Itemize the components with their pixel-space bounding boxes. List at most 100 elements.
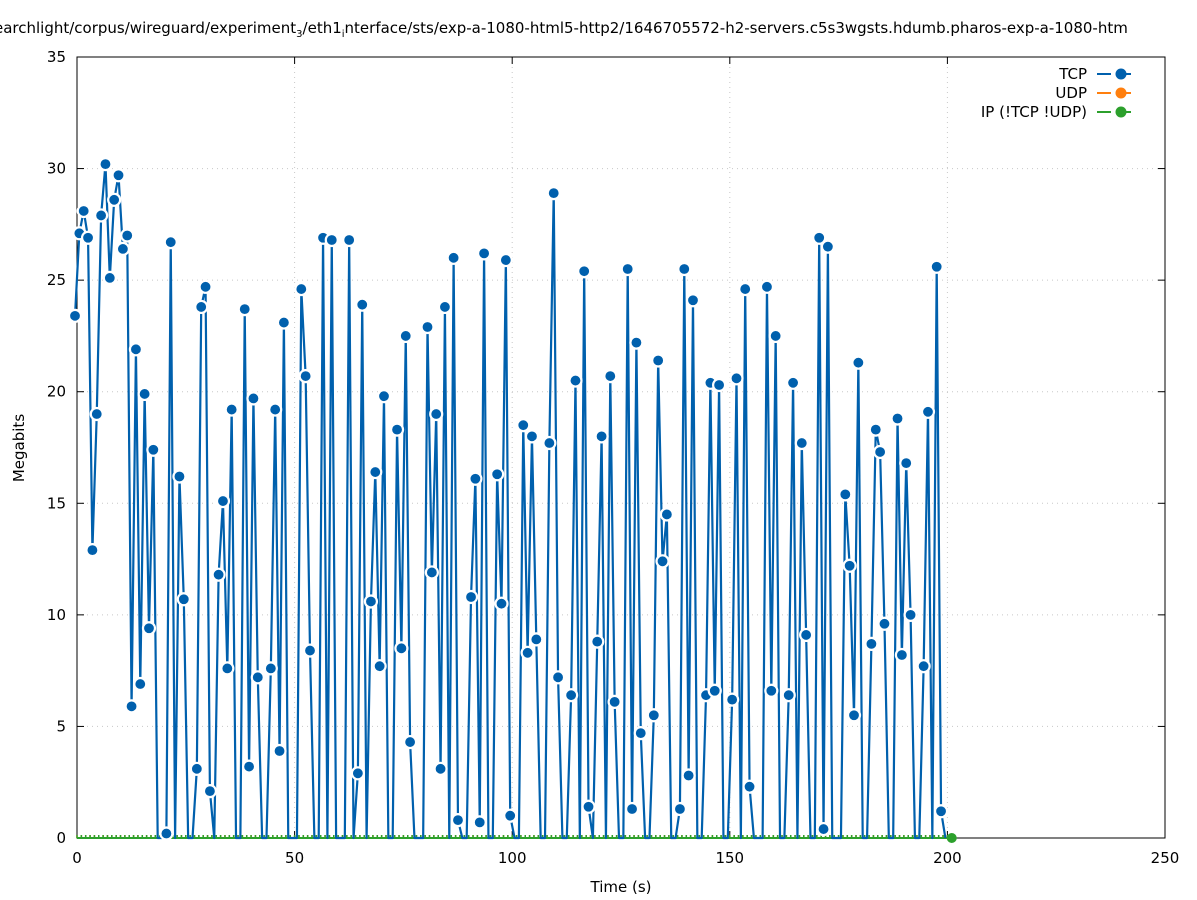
data-point-tcp bbox=[298, 368, 313, 384]
data-point-tcp bbox=[529, 632, 544, 647]
data-point-tcp bbox=[294, 281, 309, 297]
data-point-tcp bbox=[490, 467, 505, 482]
data-point-tcp bbox=[263, 661, 278, 676]
data-point-tcp bbox=[376, 389, 392, 404]
data-point-tcp bbox=[707, 683, 722, 698]
data-point-ip bbox=[946, 833, 957, 843]
title-text: earchlight/corpus/wireguard/experiment bbox=[0, 19, 297, 37]
data-point-tcp bbox=[633, 726, 648, 741]
data-point-tcp bbox=[102, 270, 117, 286]
data-point-tcp bbox=[838, 487, 853, 502]
data-point-tcp bbox=[672, 801, 688, 817]
data-point-tcp bbox=[764, 683, 779, 698]
data-point-tcp bbox=[128, 342, 144, 357]
data-point-tcp bbox=[816, 821, 831, 837]
data-point-tcp bbox=[98, 157, 113, 172]
data-point-tcp bbox=[799, 627, 814, 643]
data-point-tcp bbox=[916, 659, 931, 674]
y-tick-label: 30 bbox=[47, 160, 66, 178]
data-point-tcp bbox=[124, 699, 139, 714]
data-point-tcp bbox=[120, 228, 135, 243]
data-point-tcp bbox=[842, 558, 857, 573]
data-point-tcp bbox=[133, 676, 148, 692]
data-point-tcp bbox=[163, 235, 178, 250]
data-point-tcp bbox=[546, 186, 561, 201]
x-tick-label: 50 bbox=[285, 849, 304, 867]
data-point-tcp bbox=[759, 279, 775, 294]
data-point-tcp bbox=[659, 507, 674, 522]
data-point-tcp bbox=[394, 641, 409, 656]
data-point-tcp bbox=[711, 377, 727, 393]
data-point-tcp bbox=[868, 422, 883, 437]
data-point-tcp bbox=[933, 804, 949, 819]
data-point-tcp bbox=[594, 429, 609, 444]
data-point-tcp bbox=[463, 589, 479, 605]
data-point-tcp bbox=[903, 607, 918, 622]
legend-marker bbox=[1115, 87, 1127, 99]
data-point-tcp bbox=[894, 647, 909, 663]
data-point-tcp bbox=[237, 302, 252, 317]
data-point-tcp bbox=[94, 208, 109, 223]
data-point-tcp bbox=[246, 391, 261, 406]
data-point-tcp bbox=[794, 435, 809, 451]
data-point-tcp bbox=[742, 779, 757, 794]
data-point-tcp bbox=[189, 761, 204, 776]
data-point-tcp bbox=[620, 261, 635, 277]
data-point-tcp bbox=[646, 708, 661, 723]
data-point-tcp bbox=[115, 241, 130, 257]
data-point-tcp bbox=[564, 688, 579, 703]
data-point-tcp bbox=[568, 373, 583, 388]
plot-area bbox=[67, 157, 957, 843]
data-point-tcp bbox=[276, 315, 291, 330]
data-point-tcp bbox=[550, 670, 566, 685]
data-point-tcp bbox=[864, 636, 879, 651]
data-point-tcp bbox=[607, 694, 622, 709]
x-tick-label: 150 bbox=[715, 849, 744, 867]
data-point-tcp bbox=[851, 355, 866, 370]
data-point-tcp bbox=[202, 784, 218, 799]
data-point-tcp bbox=[524, 429, 540, 444]
data-point-tcp bbox=[581, 799, 596, 814]
data-point-tcp bbox=[785, 375, 801, 390]
data-point-tcp bbox=[224, 402, 239, 417]
data-point-tcp bbox=[363, 594, 379, 609]
grid bbox=[77, 57, 1165, 838]
data-point-tcp bbox=[302, 643, 318, 658]
data-point-tcp bbox=[651, 353, 666, 368]
data-point-tcp bbox=[220, 661, 235, 676]
data-point-tcp bbox=[85, 543, 100, 558]
title-subscript: i bbox=[341, 29, 345, 40]
x-axis-label: Time (s) bbox=[590, 878, 652, 896]
data-point-tcp bbox=[137, 386, 152, 402]
data-point-tcp bbox=[111, 168, 126, 183]
data-point-tcp bbox=[194, 299, 209, 315]
data-point-tcp bbox=[107, 192, 122, 207]
data-point-tcp bbox=[172, 469, 187, 484]
data-point-tcp bbox=[211, 567, 226, 582]
data-point-tcp bbox=[67, 308, 83, 323]
data-point-tcp bbox=[494, 596, 509, 611]
y-tick-label: 25 bbox=[47, 271, 66, 289]
data-point-tcp bbox=[781, 688, 796, 703]
data-point-tcp bbox=[655, 554, 670, 569]
y-tick-label: 20 bbox=[47, 383, 66, 401]
data-point-tcp bbox=[403, 734, 418, 750]
data-point-tcp bbox=[503, 808, 518, 823]
data-point-tcp bbox=[498, 252, 513, 268]
x-tick-label: 200 bbox=[933, 849, 962, 867]
data-point-tcp bbox=[820, 239, 835, 254]
data-point-tcp bbox=[433, 761, 448, 776]
data-point-tcp bbox=[729, 371, 744, 386]
title-text: /eth1 bbox=[302, 19, 342, 37]
data-point-tcp bbox=[146, 442, 161, 457]
legend-label: IP (!TCP !UDP) bbox=[981, 103, 1087, 121]
title-text: nterface/sts/exp-a-1080-html5-http2/1646… bbox=[344, 19, 1128, 37]
data-point-tcp bbox=[681, 768, 696, 783]
data-point-tcp bbox=[80, 230, 96, 245]
data-point-tcp bbox=[355, 297, 370, 312]
data-point-tcp bbox=[437, 299, 453, 315]
legend-label: TCP bbox=[1058, 65, 1087, 83]
data-point-tcp bbox=[424, 565, 439, 580]
